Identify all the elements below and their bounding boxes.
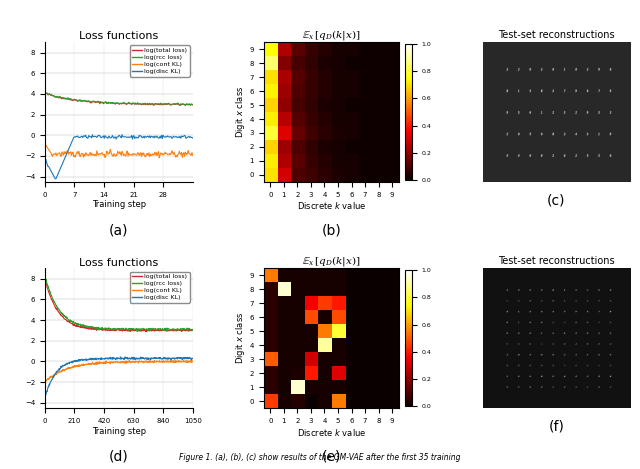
X-axis label: Discrete $k$ value: Discrete $k$ value	[296, 200, 366, 212]
Text: Figure 1. (a), (b), (c) show results of the GM-VAE after the first 35 training: Figure 1. (a), (b), (c) show results of …	[179, 453, 461, 462]
Title: Loss functions: Loss functions	[79, 257, 158, 268]
Text: (f): (f)	[548, 419, 564, 433]
Title: Loss functions: Loss functions	[79, 31, 158, 41]
Legend: log(total loss), log(rcc loss), log(cont KL), log(disc KL): log(total loss), log(rcc loss), log(cont…	[130, 272, 189, 303]
Title: $\mathbb{E}_x\,[q_D(k|x)]$: $\mathbb{E}_x\,[q_D(k|x)]$	[302, 28, 360, 42]
Y-axis label: Digit $x$ class: Digit $x$ class	[234, 86, 246, 138]
Legend: log(total loss), log(rcc loss), log(cont KL), log(disc KL): log(total loss), log(rcc loss), log(cont…	[130, 45, 189, 76]
Text: (c): (c)	[547, 193, 566, 207]
Text: (e): (e)	[321, 450, 341, 464]
X-axis label: Training step: Training step	[92, 426, 146, 436]
Title: Test-set reconstructions: Test-set reconstructions	[498, 256, 615, 266]
Y-axis label: Digit $x$ class: Digit $x$ class	[234, 312, 246, 364]
Title: Test-set reconstructions: Test-set reconstructions	[498, 30, 615, 40]
Text: (b): (b)	[321, 224, 341, 238]
Title: $\mathbb{E}_x\,[q_D(k|x)]$: $\mathbb{E}_x\,[q_D(k|x)]$	[302, 254, 360, 268]
Text: (d): (d)	[109, 450, 129, 464]
X-axis label: Discrete $k$ value: Discrete $k$ value	[296, 426, 366, 438]
Text: (a): (a)	[109, 224, 129, 238]
X-axis label: Training step: Training step	[92, 200, 146, 209]
